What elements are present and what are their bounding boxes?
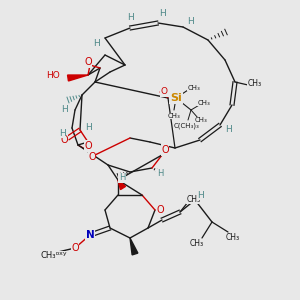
Text: H: H — [127, 14, 134, 22]
Text: O: O — [156, 205, 164, 215]
Text: O: O — [84, 57, 92, 67]
Text: H: H — [94, 38, 100, 47]
Text: Si: Si — [170, 93, 182, 103]
Text: CH₃: CH₃ — [168, 113, 180, 119]
Text: H: H — [157, 169, 163, 178]
Text: O: O — [84, 141, 92, 151]
Text: methoxy: methoxy — [39, 251, 67, 256]
Text: CH₃: CH₃ — [187, 194, 201, 203]
Polygon shape — [68, 75, 88, 81]
Text: H: H — [188, 17, 194, 26]
Text: H: H — [119, 173, 125, 182]
Text: N: N — [85, 230, 94, 240]
Text: CH₃: CH₃ — [40, 251, 56, 260]
Text: H: H — [198, 190, 204, 200]
Text: CH₃: CH₃ — [190, 239, 204, 248]
Text: O: O — [71, 243, 79, 253]
Text: CH₃: CH₃ — [195, 117, 207, 123]
Text: O: O — [88, 152, 96, 162]
Text: CH₃: CH₃ — [226, 233, 240, 242]
Text: CH₃: CH₃ — [248, 79, 262, 88]
Text: O: O — [160, 88, 167, 97]
Text: H: H — [85, 122, 92, 131]
Text: H: H — [225, 125, 231, 134]
Text: O: O — [161, 145, 169, 155]
Text: H: H — [61, 106, 68, 115]
Polygon shape — [118, 180, 125, 190]
Polygon shape — [130, 238, 138, 255]
Text: O: O — [60, 135, 68, 145]
Text: CH₃: CH₃ — [188, 85, 200, 91]
Text: CH₃: CH₃ — [198, 100, 210, 106]
Text: HO: HO — [46, 71, 60, 80]
Text: C(CH₃)₃: C(CH₃)₃ — [173, 123, 199, 129]
Text: H: H — [160, 8, 167, 17]
Text: H: H — [58, 128, 65, 137]
